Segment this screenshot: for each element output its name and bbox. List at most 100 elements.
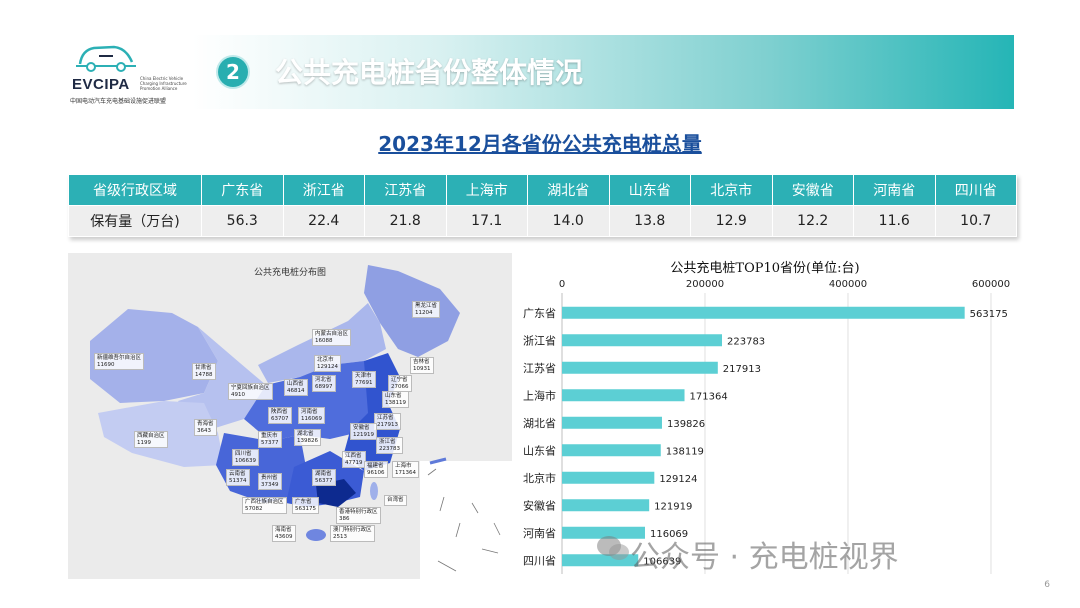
province-header: 北京市 [690,174,773,206]
x-tick-label: 0 [559,279,565,290]
chart-title: 公共充电桩TOP10省份(单位:台) [670,261,860,276]
distribution-map: 公共充电桩分布图 黑龙江省 11204 内蒙古自治区 [68,253,512,579]
map-label: 广西壮族自治区 57082 [242,497,287,514]
map-label: 西藏自治区 1199 [134,431,168,448]
map-label: 陕西省 63707 [268,407,292,424]
bar [562,389,685,402]
bar-chart-svg: 0 200000 400000 600000 广东省 563175 浙江省 223783 江苏省… [523,279,1010,574]
map-label: 台湾省 [384,495,407,506]
row-header-holdings: 保有量（万台) [68,205,202,237]
bar [562,444,661,457]
map-label: 北京市 129124 [314,355,341,372]
map-label: 青海省 3643 [194,419,217,436]
province-header: 河南省 [853,174,936,206]
data-label: 139826 [667,419,705,430]
map-label: 云南省 51374 [226,469,250,486]
map-label: 上海市 171364 [392,461,419,478]
table-cell: 12.9 [690,205,773,237]
map-label: 天津市 77691 [352,371,376,388]
map-label: 海南省 43609 [272,525,296,542]
table-title: 2023年12月各省份公共充电桩总量 [378,132,702,156]
row-header-region: 省级行政区域 [68,174,202,206]
map-label: 江苏省 217913 [374,413,401,430]
map-label: 香港特别行政区 386 [336,507,381,524]
x-tick-label: 600000 [972,279,1010,290]
top10-bar-chart: 公共充电桩TOP10省份(单位:台) 0 200000 400000 600000 广东… [513,253,1017,579]
page-number: 6 [1044,580,1050,590]
map-label: 河北省 68997 [312,375,336,392]
map-label: 重庆市 57377 [258,431,282,448]
data-label: 116069 [650,529,688,540]
map-title: 公共充电桩分布图 [253,268,326,278]
map-label: 福建省 96106 [364,461,388,478]
map-label: 内蒙古自治区 16088 [312,329,352,346]
bar [562,306,965,319]
bar [562,499,650,512]
table-cell: 13.8 [608,205,691,237]
category-label: 湖北省 [523,417,556,430]
map-label: 浙江省 223783 [376,437,403,454]
category-label: 北京市 [523,471,556,485]
bar [562,471,655,484]
table-cell: 10.7 [934,205,1017,237]
logo-subtitle-cn: 中国电动汽车充电基础设施促进联盟 [70,98,167,105]
map-label: 江西省 47719 [342,451,366,468]
map-label: 安徽省 121919 [350,423,377,440]
data-label: 563175 [970,309,1008,320]
data-label: 106639 [643,556,681,567]
province-header: 江苏省 [364,174,447,206]
table-cell: 22.4 [282,205,365,237]
province-stats-table: 省级行政区域 广东省 浙江省 江苏省 上海市 湖北省 山东省 北京市 安徽省 河… [68,174,1017,237]
bar [562,526,645,539]
map-label: 黑龙江省 11204 [412,301,441,318]
province-header: 广东省 [201,174,284,206]
data-label: 171364 [690,391,728,402]
data-label: 121919 [654,501,692,512]
province-header: 安徽省 [771,174,854,206]
map-label: 山西省 46814 [284,379,308,396]
section-number-badge: 2 [218,57,248,87]
category-label: 浙江省 [523,334,556,347]
map-label: 山东省 138119 [382,391,409,408]
category-label: 上海市 [523,388,556,402]
map-label: 澳门特别行政区 2513 [330,525,375,542]
province-header: 浙江省 [282,174,365,206]
map-label: 贵州省 37349 [258,473,282,490]
table-cell: 21.8 [364,205,447,237]
province-header: 湖北省 [527,174,610,206]
car-plug-icon [76,45,136,72]
evcipa-logo: EVCIPA China Electric Vehicle Charging I… [66,40,187,110]
map-label: 湖南省 56377 [312,469,336,486]
page-title: 公共充电桩省份整体情况 [275,56,584,89]
province-header: 四川省 [934,174,1017,206]
category-label: 安徽省 [523,498,556,512]
map-label: 四川省 106639 [232,449,259,466]
data-label: 138119 [666,446,704,457]
map-label: 辽宁省 27066 [388,375,412,392]
map-label: 吉林省 10931 [410,357,434,374]
map-label: 甘肃省 14788 [192,363,216,380]
category-label: 山东省 [523,444,556,457]
map-label: 新疆维吾尔自治区 11690 [94,353,145,370]
bar [562,361,718,374]
header-banner [192,35,1014,109]
table-cell: 14.0 [527,205,610,237]
watermark-text: 公众号 · 充电桩视界 [630,540,899,575]
category-label: 河南省 [523,527,556,540]
table-cell: 56.3 [201,205,284,237]
map-label: 湖北省 139826 [294,429,321,446]
data-label: 129124 [659,474,697,485]
province-header: 上海市 [445,174,528,206]
data-label: 217913 [723,364,761,375]
table-cell: 12.2 [771,205,854,237]
map-label: 河南省 116069 [298,407,325,424]
table-row: 保有量（万台) 56.3 22.4 21.8 17.1 14.0 13.8 12… [68,205,1017,237]
x-tick-label: 200000 [686,279,724,290]
bar [562,416,662,429]
wechat-icon [597,536,629,560]
table-header-row: 省级行政区域 广东省 浙江省 江苏省 上海市 湖北省 山东省 北京市 安徽省 河… [68,174,1017,206]
x-tick-label: 400000 [829,279,867,290]
logo-brand: EVCIPA [72,76,130,93]
province-header: 山东省 [608,174,691,206]
category-label: 江苏省 [523,362,556,375]
